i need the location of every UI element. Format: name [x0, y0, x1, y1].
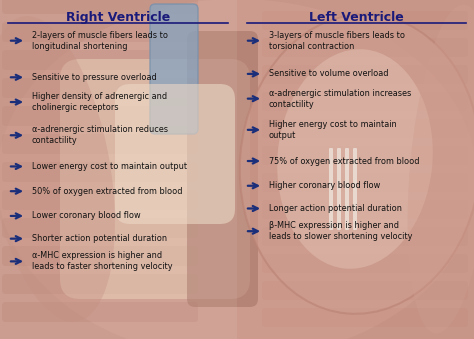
Ellipse shape [408, 5, 474, 334]
FancyBboxPatch shape [2, 134, 198, 154]
FancyBboxPatch shape [237, 0, 474, 339]
Text: α-adrenergic stimulation increases
contactility: α-adrenergic stimulation increases conta… [269, 89, 411, 108]
FancyBboxPatch shape [2, 50, 198, 70]
Text: 75% of oxygen extracted from blood: 75% of oxygen extracted from blood [269, 157, 419, 165]
Text: Lower coronary blood flow: Lower coronary blood flow [32, 212, 141, 220]
Text: Shorter action potential duration: Shorter action potential duration [32, 234, 167, 243]
Text: β-MHC expression is higher and
leads to slower shortening velocity: β-MHC expression is higher and leads to … [269, 221, 412, 241]
Text: 3-layers of muscle fibers leads to
torsional contraction: 3-layers of muscle fibers leads to torsi… [269, 31, 405, 51]
FancyBboxPatch shape [353, 148, 357, 230]
Ellipse shape [240, 14, 474, 314]
FancyBboxPatch shape [262, 92, 468, 111]
FancyBboxPatch shape [0, 0, 237, 339]
Ellipse shape [277, 49, 433, 269]
FancyBboxPatch shape [150, 4, 198, 134]
Text: α-MHC expression is higher and
leads to faster shortening velocity: α-MHC expression is higher and leads to … [32, 252, 173, 271]
Text: Sensitive to pressure overload: Sensitive to pressure overload [32, 73, 157, 82]
FancyBboxPatch shape [2, 246, 198, 266]
FancyBboxPatch shape [262, 119, 468, 138]
FancyBboxPatch shape [329, 148, 333, 230]
Text: 2-layers of muscle fibers leads to
longitudinal shortening: 2-layers of muscle fibers leads to longi… [32, 31, 168, 51]
FancyBboxPatch shape [262, 281, 468, 300]
FancyBboxPatch shape [262, 308, 468, 327]
FancyBboxPatch shape [2, 22, 198, 42]
FancyBboxPatch shape [262, 65, 468, 84]
Text: Right Ventricle: Right Ventricle [66, 11, 170, 24]
FancyBboxPatch shape [262, 200, 468, 219]
FancyBboxPatch shape [2, 302, 198, 322]
Text: Higher energy cost to maintain
output: Higher energy cost to maintain output [269, 120, 397, 140]
FancyBboxPatch shape [262, 146, 468, 165]
Text: Longer action potential duration: Longer action potential duration [269, 204, 402, 213]
FancyBboxPatch shape [262, 227, 468, 246]
Text: Higher density of adrenergic and
cholinergic receptors: Higher density of adrenergic and choline… [32, 92, 167, 112]
FancyBboxPatch shape [2, 78, 198, 98]
Text: 50% of oxygen extracted from blood: 50% of oxygen extracted from blood [32, 187, 182, 196]
FancyBboxPatch shape [262, 38, 468, 57]
Text: Left Ventricle: Left Ventricle [309, 11, 403, 24]
Text: Lower energy cost to maintain output: Lower energy cost to maintain output [32, 162, 187, 171]
FancyBboxPatch shape [262, 254, 468, 273]
FancyBboxPatch shape [337, 148, 341, 230]
FancyBboxPatch shape [2, 218, 198, 238]
FancyBboxPatch shape [2, 162, 198, 182]
FancyBboxPatch shape [2, 106, 198, 126]
FancyBboxPatch shape [262, 173, 468, 192]
FancyBboxPatch shape [262, 11, 468, 30]
FancyBboxPatch shape [2, 274, 198, 294]
Text: α-adrenergic stimulation reduces
contactility: α-adrenergic stimulation reduces contact… [32, 125, 168, 145]
FancyBboxPatch shape [2, 0, 198, 14]
Text: Higher coronary blood flow: Higher coronary blood flow [269, 181, 380, 190]
FancyBboxPatch shape [115, 84, 235, 224]
FancyBboxPatch shape [187, 31, 258, 307]
FancyBboxPatch shape [345, 148, 349, 230]
Ellipse shape [0, 16, 115, 322]
FancyBboxPatch shape [2, 190, 198, 210]
Text: Sensitive to volume overload: Sensitive to volume overload [269, 69, 389, 78]
FancyBboxPatch shape [60, 59, 250, 299]
